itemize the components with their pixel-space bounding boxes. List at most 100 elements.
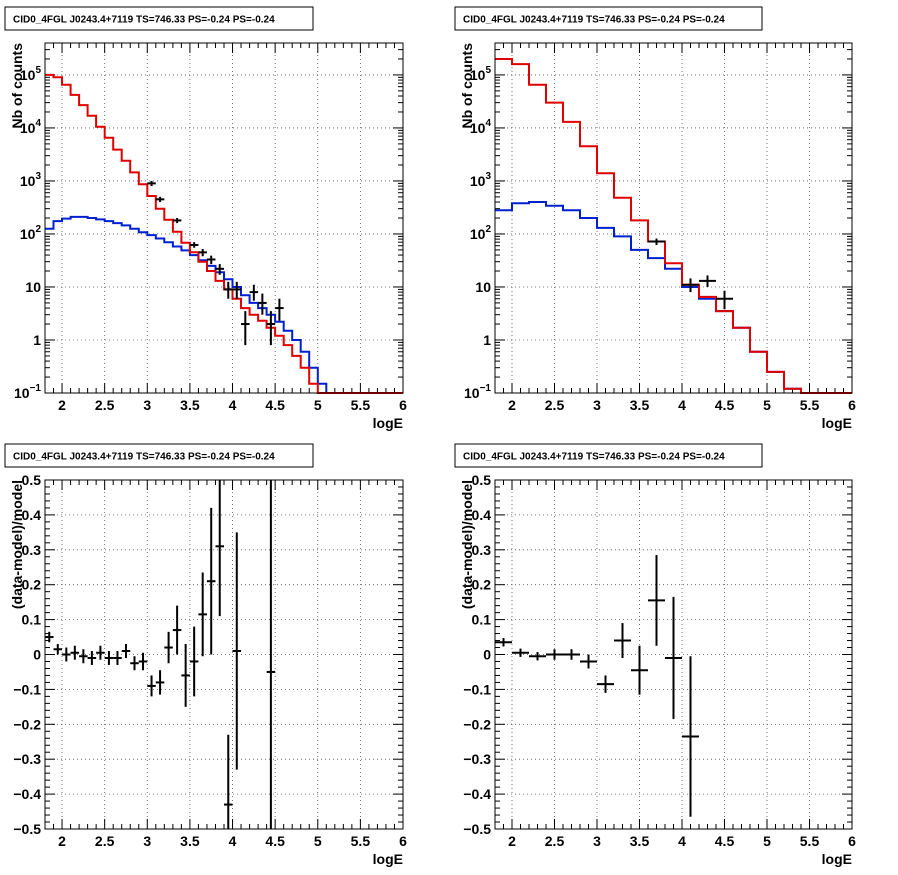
data-point — [258, 293, 267, 315]
x-tick-label: 2.5 — [95, 397, 115, 413]
data-point — [198, 249, 207, 257]
y-tick-label: −0.3 — [463, 751, 491, 767]
x-tick-label: 5 — [763, 833, 771, 849]
residual-point — [495, 638, 512, 647]
panel-title-box — [454, 443, 763, 468]
panel-title: CID0_4FGL J0243.4+7119 TS=746.33 PS=-0.2… — [13, 452, 275, 463]
grid-lines — [45, 43, 403, 393]
y-tick-label: 10−1 — [14, 383, 41, 401]
y-tick-label: 103 — [20, 171, 42, 189]
residual-point — [104, 651, 114, 665]
residual-point — [682, 656, 699, 817]
x-tick-label: 6 — [848, 833, 856, 849]
y-tick-label: −0.2 — [13, 716, 41, 732]
residual-point — [164, 631, 173, 664]
x-tick-label: 3.5 — [180, 397, 200, 413]
x-tick-label: 4 — [678, 833, 686, 849]
x-tick-label: 4.5 — [715, 397, 735, 413]
x-tick-label: 5.5 — [351, 833, 371, 849]
residual-point — [45, 631, 54, 643]
residual-point — [266, 480, 276, 829]
plot-frame — [494, 42, 853, 394]
residual-point — [597, 675, 614, 693]
y-tick-label: −0.4 — [463, 786, 491, 802]
y-tick-label: 10 — [25, 279, 41, 295]
x-tick-label: 6 — [399, 833, 407, 849]
residual-point — [648, 555, 665, 646]
x-tick-label: 5 — [314, 833, 322, 849]
x-tick-label: 5.5 — [800, 833, 820, 849]
residual-point — [155, 670, 165, 695]
residual-point — [580, 654, 597, 669]
y-tick-label: −0.5 — [463, 821, 491, 837]
x-tick-label: 5.5 — [800, 397, 820, 413]
residual-point — [631, 645, 648, 695]
residual-point — [79, 649, 88, 664]
data-point — [189, 242, 199, 248]
chart-panel-4: CID0_4FGL J0243.4+7119 TS=746.33 PS=-0.2… — [454, 443, 856, 867]
chart-panel-1: CID0_4FGL J0243.4+7119 TS=746.33 PS=-0.2… — [4, 6, 407, 431]
y-tick-label: 0.2 — [472, 577, 492, 593]
x-tick-label: 6 — [399, 397, 407, 413]
y-axis-title: (data-model)/model — [9, 480, 25, 609]
residual-point — [138, 652, 148, 671]
residual-point — [113, 651, 122, 665]
plot-frame — [44, 479, 404, 830]
source-model-histogram — [495, 201, 852, 394]
data-point — [241, 311, 250, 346]
data-point — [682, 278, 699, 293]
y-tick-label: 0 — [483, 647, 491, 663]
y-tick-label: 105 — [20, 65, 42, 83]
data-point — [249, 284, 259, 301]
residual-point — [665, 596, 682, 720]
y-tick-label: 0.4 — [22, 507, 42, 523]
panel-title-box — [454, 6, 763, 31]
y-tick-label: 0.2 — [22, 577, 42, 593]
panel-title-box — [4, 6, 314, 31]
data-point — [155, 196, 165, 203]
panel-title-box — [4, 443, 314, 468]
chart-panel-2: CID0_4FGL J0243.4+7119 TS=746.33 PS=-0.2… — [454, 6, 856, 431]
x-tick-label: 4 — [678, 397, 686, 413]
y-tick-label: −0.1 — [13, 681, 41, 697]
x-tick-label: 3.5 — [630, 833, 650, 849]
total-model-histogram — [495, 58, 852, 394]
x-tick-label: 3.5 — [180, 833, 200, 849]
x-tick-label: 6 — [848, 397, 856, 413]
y-tick-label: 0.1 — [472, 612, 492, 628]
total-model-histogram — [45, 73, 403, 394]
data-point — [716, 290, 733, 310]
y-axis-title: Nb of counts — [459, 43, 475, 129]
data-point — [699, 275, 716, 287]
residual-point — [198, 572, 207, 657]
residual-point — [172, 605, 182, 655]
residual-point — [512, 648, 529, 657]
x-tick-label: 4.5 — [265, 397, 285, 413]
x-axis-title: logE — [822, 851, 852, 867]
grid-lines — [495, 43, 852, 393]
x-tick-label: 3 — [143, 397, 151, 413]
y-tick-label: 0.4 — [472, 507, 492, 523]
residual-point — [563, 649, 580, 660]
x-tick-label: 5 — [763, 397, 771, 413]
x-axis-title: logE — [373, 851, 403, 867]
x-tick-label: 3 — [593, 833, 601, 849]
y-tick-label: 0.3 — [472, 542, 492, 558]
residual-point — [130, 656, 139, 671]
plot-frame — [44, 42, 404, 394]
residual-point — [53, 644, 63, 655]
x-tick-label: 4 — [229, 397, 237, 413]
residual-point — [189, 626, 199, 697]
residual-point — [614, 623, 631, 658]
plot-frame — [494, 479, 853, 830]
x-tick-label: 3 — [593, 397, 601, 413]
x-tick-label: 4.5 — [715, 833, 735, 849]
data-point — [147, 180, 156, 187]
data-point — [215, 264, 224, 275]
x-tick-label: 5.5 — [351, 397, 371, 413]
panel-title: CID0_4FGL J0243.4+7119 TS=746.33 PS=-0.2… — [13, 15, 275, 26]
y-tick-label: 102 — [20, 224, 42, 242]
residual-point — [62, 647, 71, 662]
residual-point — [181, 644, 190, 707]
x-tick-label: 2.5 — [545, 397, 565, 413]
